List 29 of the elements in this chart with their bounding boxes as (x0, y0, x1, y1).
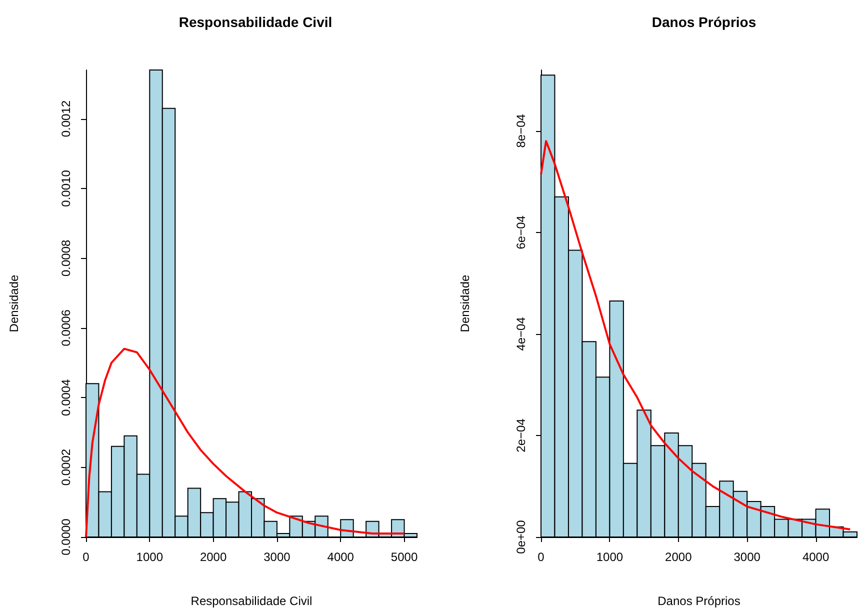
x-tick-label: 3000 (264, 550, 291, 564)
y-axis-title: Densidade (7, 274, 21, 332)
chart-title: Danos Próprios (652, 14, 756, 30)
x-axis-title: Responsabilidade Civil (190, 594, 312, 608)
x-tick-label: 1000 (136, 550, 164, 564)
y-tick-label: 0.0008 (59, 240, 73, 277)
x-tick-label: 1000 (596, 550, 624, 564)
y-tick-label: 0.0012 (59, 100, 73, 138)
y-tick-label: 0.0006 (59, 309, 73, 346)
x-axis-title: Danos Próprios (658, 594, 740, 608)
y-tick-label: 0.0004 (59, 378, 73, 416)
y-tick-label: 8e−04 (514, 114, 528, 148)
y-tick-label: 0.0010 (59, 170, 73, 207)
x-tick-label: 2000 (665, 550, 692, 564)
chart-title: Responsabilidade Civil (178, 14, 332, 30)
x-tick-label: 3000 (734, 550, 761, 564)
x-tick-label: 2000 (200, 550, 227, 564)
y-tick-label: 4e−04 (514, 316, 528, 351)
x-tick-label: 4000 (327, 550, 354, 564)
y-tick-label: 2e−04 (514, 418, 528, 452)
y-tick-label: 0.0000 (59, 518, 73, 556)
x-tick-label: 0 (538, 550, 545, 564)
y-tick-label: 0e+00 (514, 520, 528, 554)
y-tick-label: 6e−04 (514, 215, 528, 250)
y-tick-label: 0.0002 (59, 448, 73, 486)
x-tick-label: 0 (82, 550, 90, 564)
x-tick-label: 5000 (390, 550, 418, 564)
y-axis-title: Densidade (458, 274, 472, 332)
x-tick-label: 4000 (802, 550, 830, 564)
